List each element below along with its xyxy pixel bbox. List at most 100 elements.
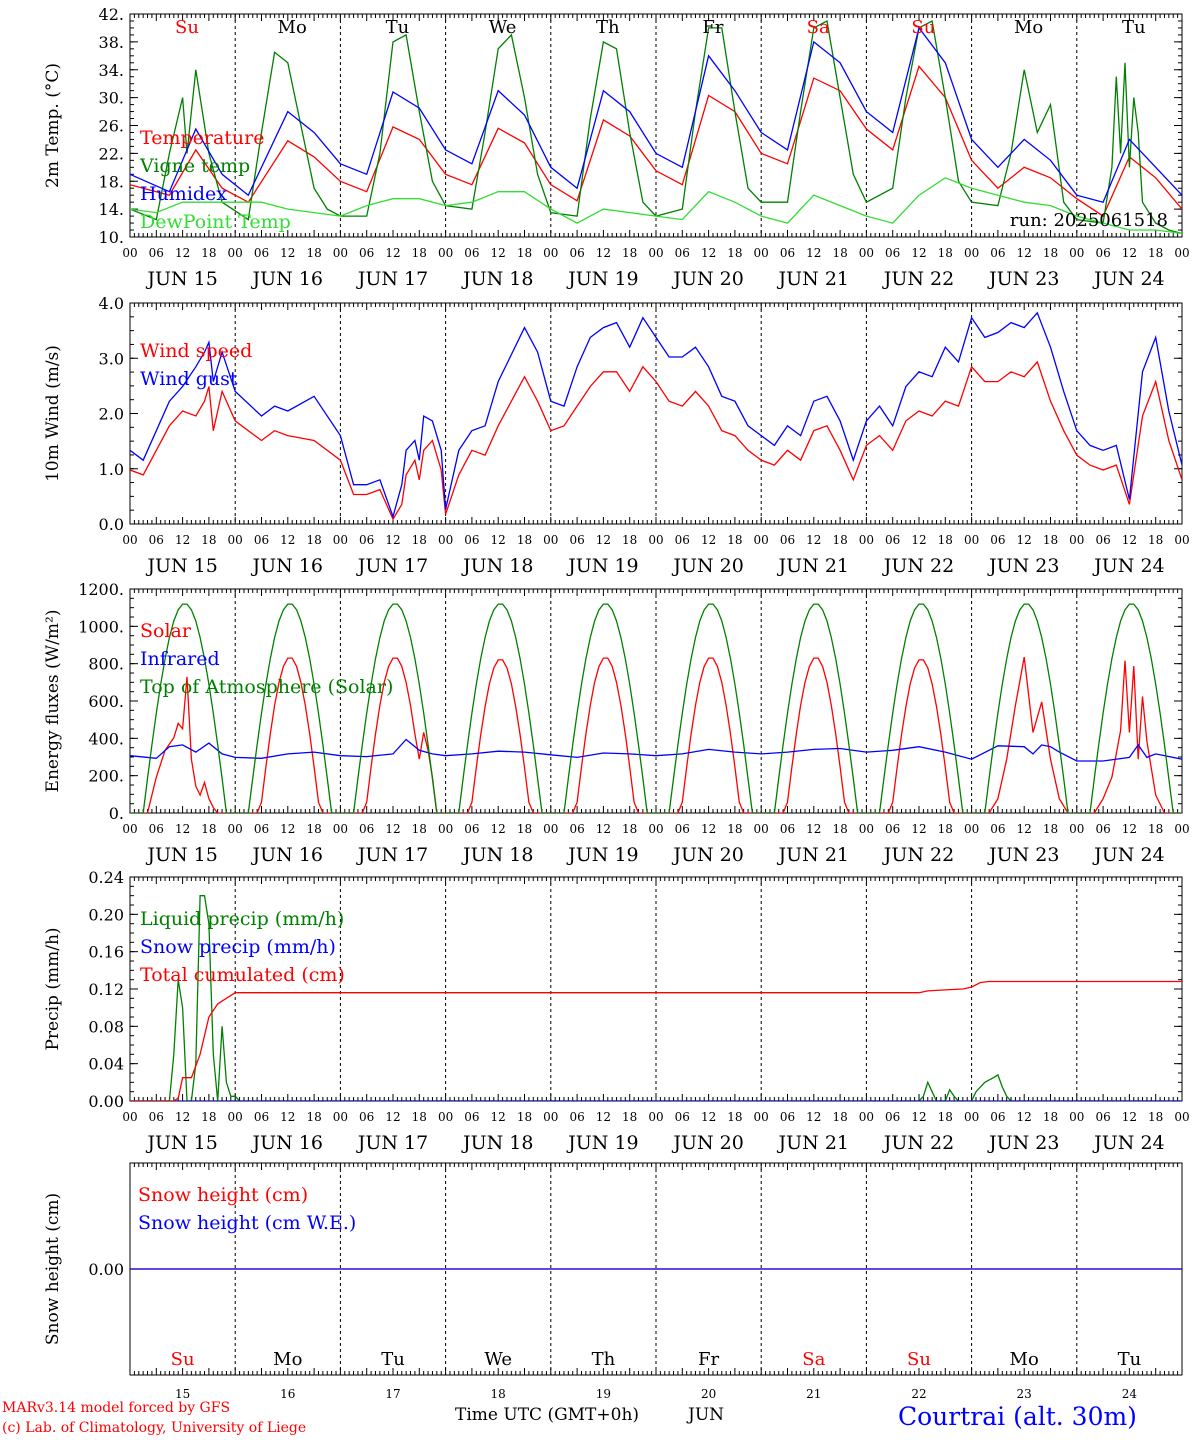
model-credit: MARv3.14 model forced by GFS xyxy=(2,1400,231,1416)
x-hour-label: 18 xyxy=(517,822,532,836)
x-hour-label: 06 xyxy=(464,822,479,836)
x-hour-label: 00 xyxy=(438,822,453,836)
day-number: 24 xyxy=(1122,1387,1138,1401)
day-abbr-bottom: Tu xyxy=(1118,1349,1142,1370)
x-hour-label: 12 xyxy=(491,246,506,260)
series-wind-speed xyxy=(130,360,1182,521)
x-date-label: JUN 18 xyxy=(461,1132,533,1154)
y-tick-label: 200. xyxy=(88,767,124,786)
y-tick-label: 30. xyxy=(99,89,124,108)
x-date-label: JUN 15 xyxy=(145,844,217,866)
x-hour-label: 06 xyxy=(1095,1110,1110,1124)
x-hour-label: 18 xyxy=(306,1110,321,1124)
x-date-label: JUN 19 xyxy=(566,844,638,866)
series-group xyxy=(130,311,1182,521)
x-hour-label: 06 xyxy=(359,822,374,836)
legend-entry: Snow height (cm) xyxy=(138,1184,308,1206)
y-tick-label: 14. xyxy=(99,200,124,219)
legend-entry: Snow precip (mm/h) xyxy=(140,936,336,958)
y-tick-label: 0.20 xyxy=(88,905,124,924)
x-hour-label: 06 xyxy=(885,822,900,836)
y-axis-title: 2m Temp. (°C) xyxy=(43,63,63,188)
day-abbr-top: Mo xyxy=(1014,17,1043,38)
legend-entry: Vigne temp xyxy=(139,155,250,177)
legend-entry: Humidex xyxy=(140,183,227,205)
day-abbr-bottom: Th xyxy=(592,1349,616,1370)
day-number: 16 xyxy=(280,1387,295,1401)
x-date-label: JUN 17 xyxy=(356,268,428,290)
day-abbr-top: Su xyxy=(911,17,935,38)
x-hour-label: 00 xyxy=(438,533,453,547)
x-date-label: JUN 24 xyxy=(1092,1132,1164,1154)
x-hour-label: 12 xyxy=(701,533,716,547)
y-tick-label: 4.0 xyxy=(99,294,124,313)
x-hour-label: 06 xyxy=(1095,822,1110,836)
x-hour-label: 12 xyxy=(911,822,926,836)
x-hour-label: 12 xyxy=(175,1110,190,1124)
x-date-label: JUN 22 xyxy=(882,844,954,866)
y-tick-label: 10. xyxy=(99,228,124,247)
x-hour-label: 18 xyxy=(201,533,216,547)
x-hour-label: 18 xyxy=(938,246,953,260)
y-tick-label: 0.24 xyxy=(88,868,124,887)
x-hour-label: 00 xyxy=(333,246,348,260)
x-hour-label: 18 xyxy=(1043,246,1058,260)
day-number: 15 xyxy=(175,1387,190,1401)
x-hour-label: 00 xyxy=(648,822,663,836)
day-number: 20 xyxy=(701,1387,716,1401)
x-hour-label: 06 xyxy=(885,246,900,260)
x-hour-label: 00 xyxy=(1174,533,1189,547)
x-hour-label: 18 xyxy=(412,533,427,547)
legend-entry: Solar xyxy=(140,620,192,642)
x-date-label: JUN 20 xyxy=(671,844,743,866)
x-date-label: JUN 19 xyxy=(566,268,638,290)
series-infrared xyxy=(130,738,1182,762)
x-hour-label: 00 xyxy=(1174,822,1189,836)
x-hour-label: 00 xyxy=(1069,1110,1084,1124)
location-label: Courtrai (alt. 30m) xyxy=(898,1402,1137,1431)
y-tick-label: 0.00 xyxy=(88,1092,124,1111)
x-axis-title: Time UTC (GMT+0h) xyxy=(455,1405,640,1425)
panel-3: 0. 200. 400. 600. 800. 1000. 1200. Energy fluxe… xyxy=(43,580,1190,866)
x-hour-label: 00 xyxy=(648,246,663,260)
x-hour-label: 12 xyxy=(911,533,926,547)
x-date-label: JUN 15 xyxy=(145,1132,217,1154)
x-hour-label: 18 xyxy=(1148,533,1163,547)
x-hour-label: 06 xyxy=(569,822,584,836)
x-hour-label: 00 xyxy=(333,1110,348,1124)
x-hour-label: 00 xyxy=(964,246,979,260)
x-hour-label: 12 xyxy=(1017,533,1032,547)
day-abbr-top: Th xyxy=(596,17,620,38)
x-hour-label: 18 xyxy=(622,1110,637,1124)
x-hour-label: 18 xyxy=(1148,1110,1163,1124)
x-hour-label: 18 xyxy=(832,1110,847,1124)
day-number: 17 xyxy=(385,1387,400,1401)
y-tick-label: 0.00 xyxy=(88,1260,124,1279)
x-hour-label: 00 xyxy=(1174,246,1189,260)
x-hour-label: 06 xyxy=(149,533,164,547)
legend-entry: Temperature xyxy=(140,127,264,149)
x-hour-label: 00 xyxy=(754,246,769,260)
series-top-of-atmosphere-solar xyxy=(130,603,1182,813)
x-hour-label: 12 xyxy=(175,822,190,836)
y-tick-label: 600. xyxy=(88,692,124,711)
x-date-label: JUN 15 xyxy=(145,555,217,577)
x-hour-label: 12 xyxy=(491,533,506,547)
x-hour-label: 12 xyxy=(385,533,400,547)
legend-entry: Snow height (cm W.E.) xyxy=(138,1212,356,1234)
x-hour-label: 18 xyxy=(517,533,532,547)
x-hour-label: 12 xyxy=(806,533,821,547)
x-date-label: JUN 22 xyxy=(882,555,954,577)
x-date-label: JUN 16 xyxy=(251,844,323,866)
x-hour-label: 12 xyxy=(1122,246,1137,260)
x-hour-label: 18 xyxy=(622,246,637,260)
x-hour-label: 06 xyxy=(675,533,690,547)
x-hour-label: 00 xyxy=(438,1110,453,1124)
x-hour-label: 00 xyxy=(122,822,137,836)
x-hour-label: 06 xyxy=(149,1110,164,1124)
x-hour-label: 18 xyxy=(1148,822,1163,836)
x-date-label: JUN 20 xyxy=(671,1132,743,1154)
x-hour-label: 12 xyxy=(280,246,295,260)
y-axis-title: Precip (mm/h) xyxy=(43,927,63,1050)
